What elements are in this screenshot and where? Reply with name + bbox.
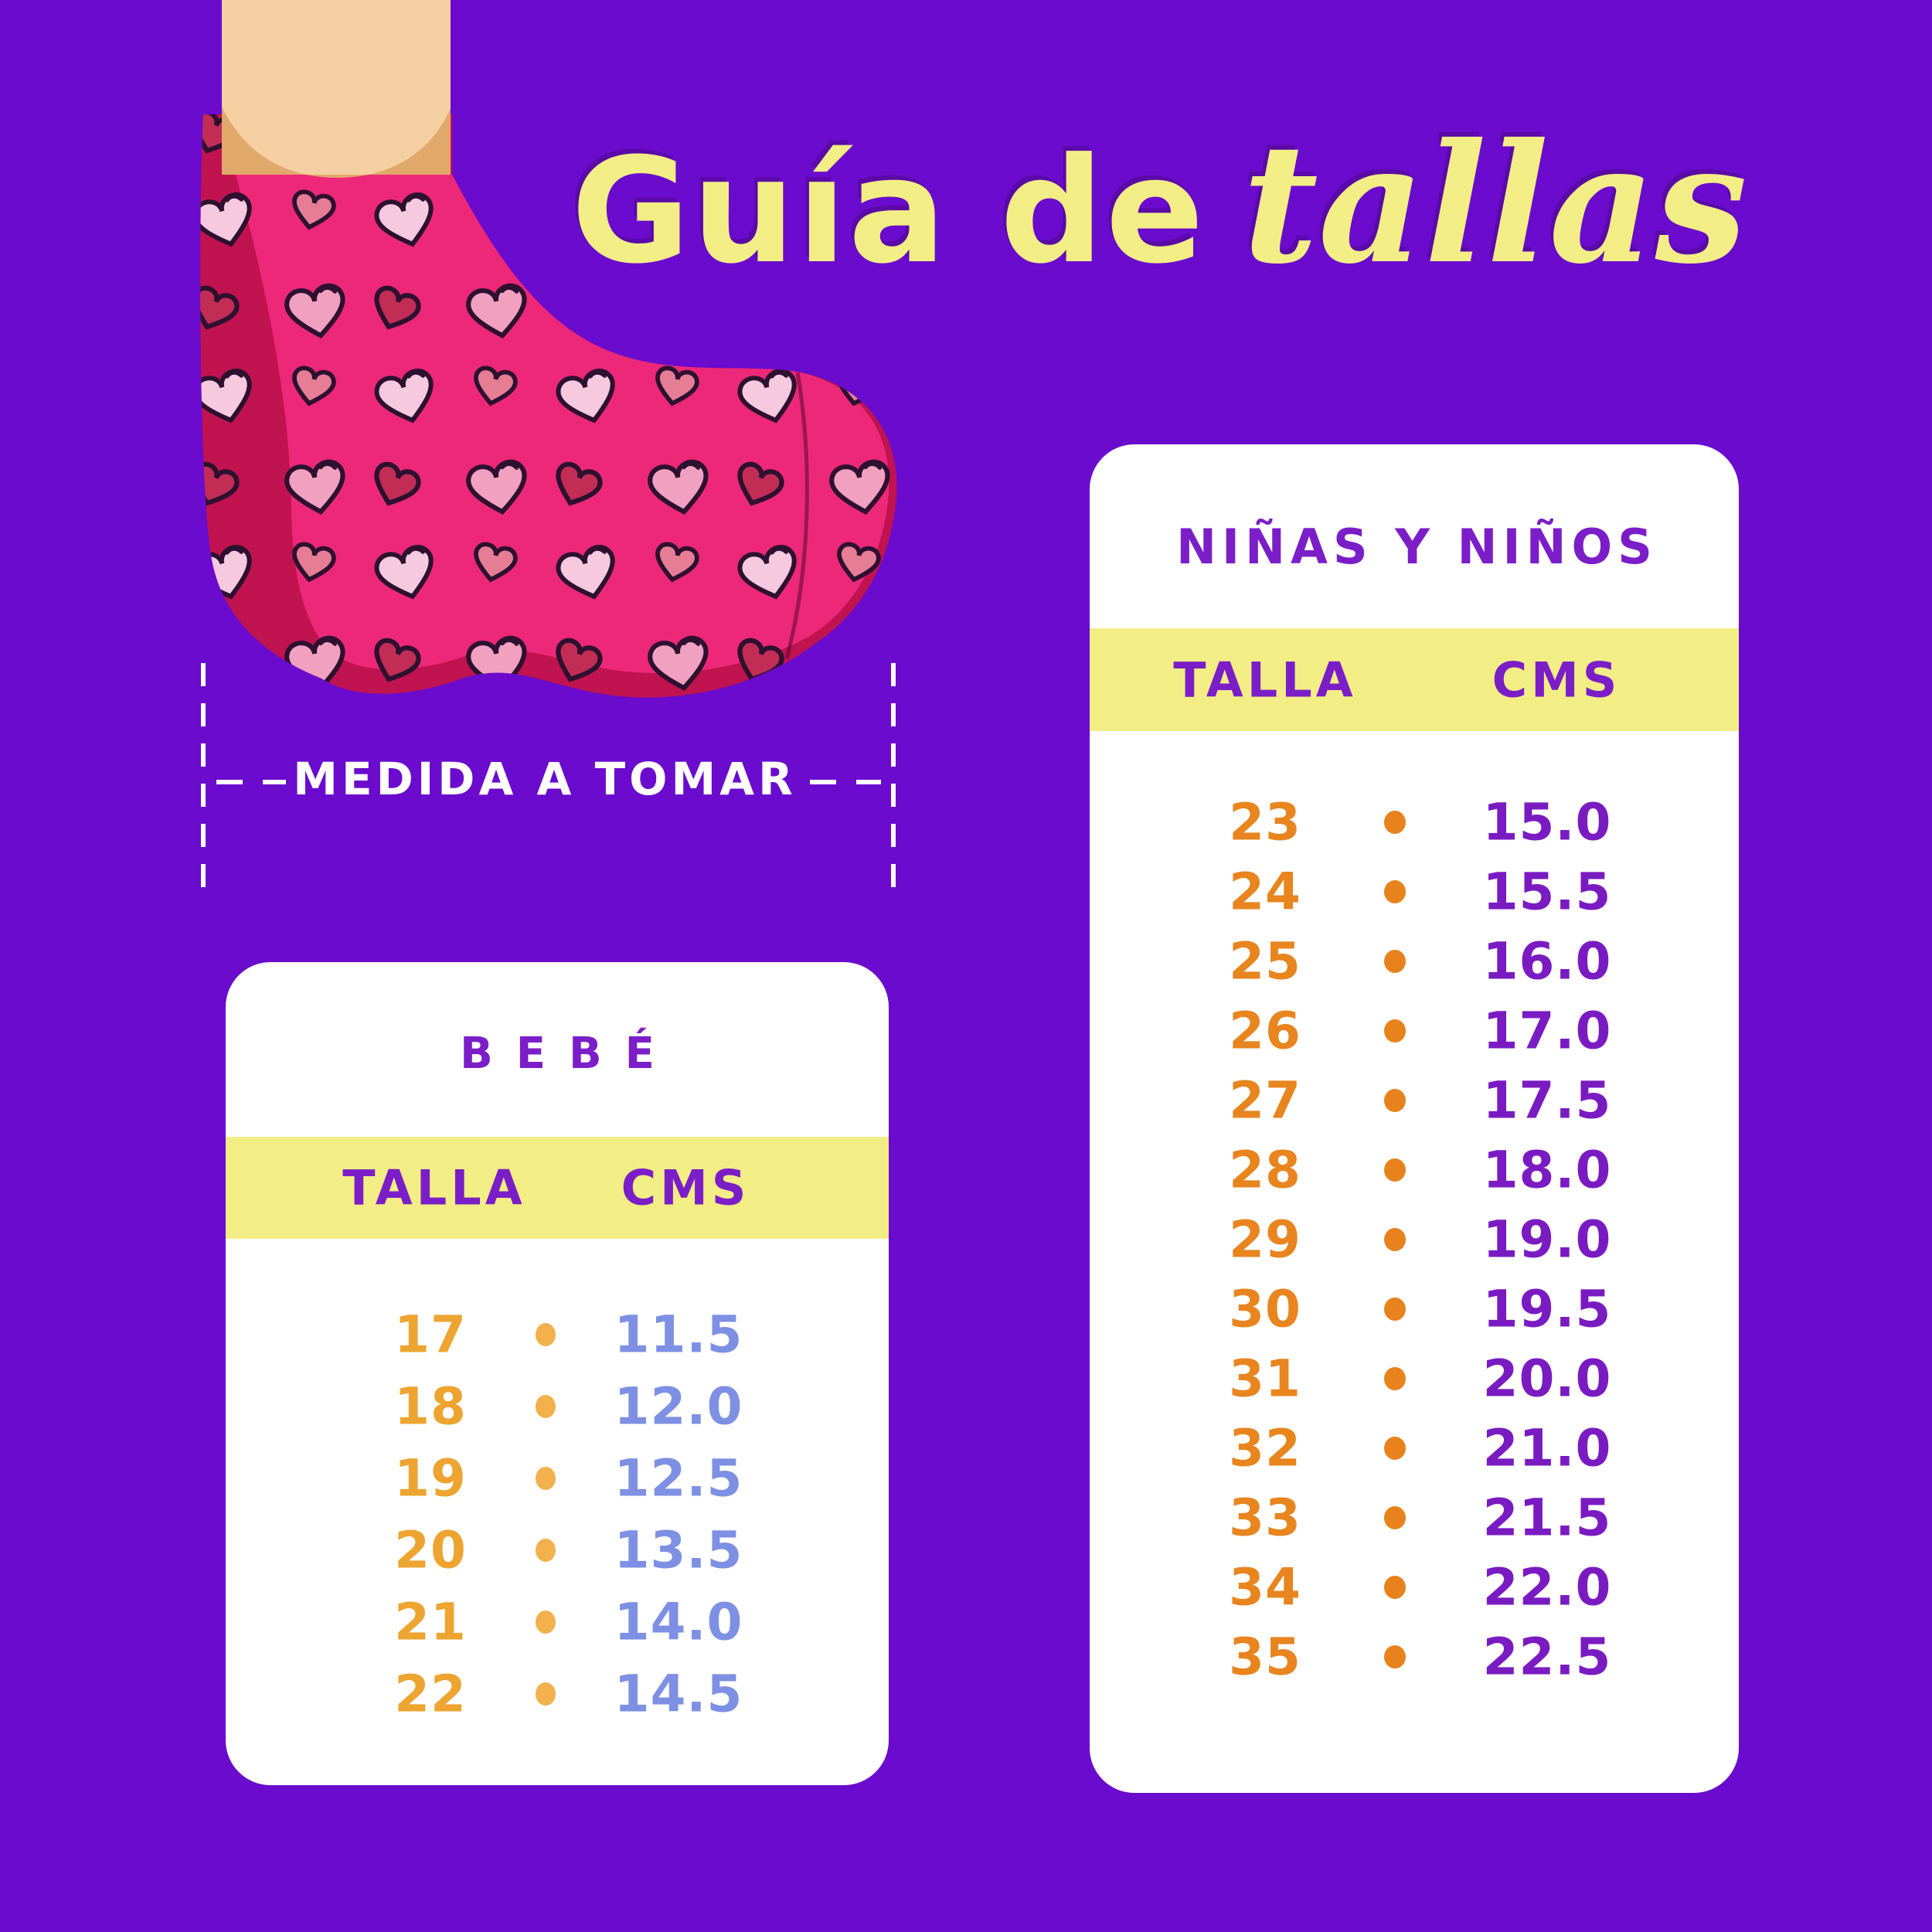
cms-value: 20.0 (1482, 1349, 1612, 1409)
bebe-header-band: TALLA CMS (226, 1137, 889, 1239)
table-row: 25 16.0 (1090, 927, 1739, 996)
bullet-dot (1384, 1367, 1406, 1390)
table-row: 32 21.0 (1090, 1413, 1739, 1483)
page-title-regular: Guía de (570, 127, 1206, 297)
bebe-size-card: BEBÉ TALLA CMS 17 11.5 18 12.0 19 12.5 2… (226, 962, 889, 1785)
bullet-dot (536, 1538, 556, 1562)
talla-value: 19 (394, 1448, 467, 1508)
table-row: 21 14.0 (226, 1586, 889, 1658)
bebe-header-cms: CMS (621, 1159, 750, 1216)
talla-value: 33 (1229, 1488, 1301, 1548)
talla-value: 27 (1229, 1070, 1301, 1131)
cms-value: 13.5 (614, 1520, 743, 1580)
cms-value: 14.0 (614, 1592, 743, 1651)
bullet-dot (1384, 811, 1406, 834)
cms-value: 15.5 (1482, 862, 1612, 922)
bullet-dot (536, 1610, 556, 1634)
measure-label: MEDIDA A TOMAR (293, 753, 797, 805)
cms-value: 19.5 (1482, 1279, 1612, 1339)
table-row: 33 21.5 (1090, 1483, 1739, 1553)
cms-value: 21.5 (1482, 1488, 1612, 1548)
table-row: 35 22.5 (1090, 1622, 1739, 1692)
talla-value: 18 (394, 1376, 467, 1436)
cms-value: 11.5 (614, 1304, 743, 1364)
ninos-card-title: NIÑAS Y NIÑOS (1176, 519, 1658, 575)
table-row: 27 17.5 (1090, 1066, 1739, 1135)
bullet-dot (1384, 1228, 1406, 1251)
cms-value: 17.5 (1482, 1070, 1612, 1131)
talla-value: 32 (1229, 1418, 1301, 1478)
bullet-dot (1384, 1506, 1406, 1529)
ninos-header-talla: TALLA (1173, 651, 1357, 708)
cms-value: 16.0 (1482, 931, 1612, 992)
bullet-dot (1384, 1158, 1406, 1182)
table-row: 23 15.0 (1090, 787, 1739, 857)
table-row: 34 22.0 (1090, 1553, 1739, 1622)
table-row: 20 13.5 (226, 1514, 889, 1586)
bullet-dot (1384, 1019, 1406, 1043)
bullet-dot (1384, 1298, 1406, 1321)
leg (222, 0, 451, 178)
cms-value: 15.0 (1482, 792, 1612, 852)
talla-value: 35 (1229, 1627, 1301, 1687)
table-row: 19 12.5 (226, 1442, 889, 1514)
table-row: 26 17.0 (1090, 996, 1739, 1066)
cms-value: 12.0 (614, 1376, 743, 1436)
table-row: 29 19.0 (1090, 1205, 1739, 1274)
ninos-header-band: TALLA CMS (1090, 628, 1739, 731)
table-row: 31 20.0 (1090, 1344, 1739, 1413)
bebe-card-title: BEBÉ (460, 1029, 678, 1079)
bullet-dot (1384, 1437, 1406, 1460)
table-row: 17 11.5 (226, 1298, 889, 1370)
sock-illustration (200, 0, 897, 698)
bullet-dot (1384, 1576, 1406, 1599)
talla-value: 25 (1229, 931, 1301, 992)
cms-value: 12.5 (614, 1448, 743, 1508)
cms-value: 18.0 (1482, 1140, 1612, 1200)
talla-value: 31 (1229, 1349, 1301, 1409)
table-row: 30 19.5 (1090, 1274, 1739, 1344)
cms-value: 19.0 (1482, 1209, 1612, 1270)
bullet-dot (536, 1322, 556, 1346)
bullet-dot (1384, 950, 1406, 973)
bullet-dot (1384, 1089, 1406, 1112)
cms-value: 22.5 (1482, 1627, 1612, 1687)
talla-value: 20 (394, 1520, 467, 1580)
cms-value: 21.0 (1482, 1418, 1612, 1478)
page-title-script: tallas (1242, 107, 1748, 301)
talla-value: 30 (1229, 1279, 1301, 1339)
bebe-table-rows: 17 11.5 18 12.0 19 12.5 20 13.5 21 (226, 1298, 889, 1730)
table-row: 24 15.5 (1090, 857, 1739, 927)
table-row: 22 14.5 (226, 1658, 889, 1730)
ninos-size-card: NIÑAS Y NIÑOS TALLA CMS 23 15.0 24 15.5 … (1090, 444, 1739, 1793)
cms-value: 14.5 (614, 1664, 743, 1723)
talla-value: 22 (394, 1664, 467, 1723)
bullet-dot (1384, 1645, 1406, 1668)
table-row: 18 12.0 (226, 1370, 889, 1442)
talla-value: 24 (1229, 862, 1301, 922)
bullet-dot (536, 1466, 556, 1490)
ninos-header-cms: CMS (1492, 651, 1621, 708)
talla-value: 28 (1229, 1140, 1301, 1200)
talla-value: 34 (1229, 1557, 1301, 1617)
bullet-dot (536, 1394, 556, 1418)
talla-value: 29 (1229, 1209, 1301, 1270)
toe-seam-line (784, 372, 809, 659)
bullet-dot (536, 1682, 556, 1706)
talla-value: 21 (394, 1592, 467, 1651)
talla-value: 23 (1229, 792, 1301, 852)
cms-value: 17.0 (1482, 1001, 1612, 1061)
measure-dashed-lines (201, 663, 896, 887)
bebe-header-talla: TALLA (342, 1159, 526, 1216)
page-title: Guía de tallas (556, 107, 1762, 300)
talla-value: 17 (394, 1304, 467, 1364)
talla-value: 26 (1229, 1001, 1301, 1061)
ninos-table-rows: 23 15.0 24 15.5 25 16.0 26 17.0 27 (1090, 787, 1739, 1692)
cms-value: 22.0 (1482, 1557, 1612, 1617)
bullet-dot (1384, 880, 1406, 903)
table-row: 28 18.0 (1090, 1135, 1739, 1205)
